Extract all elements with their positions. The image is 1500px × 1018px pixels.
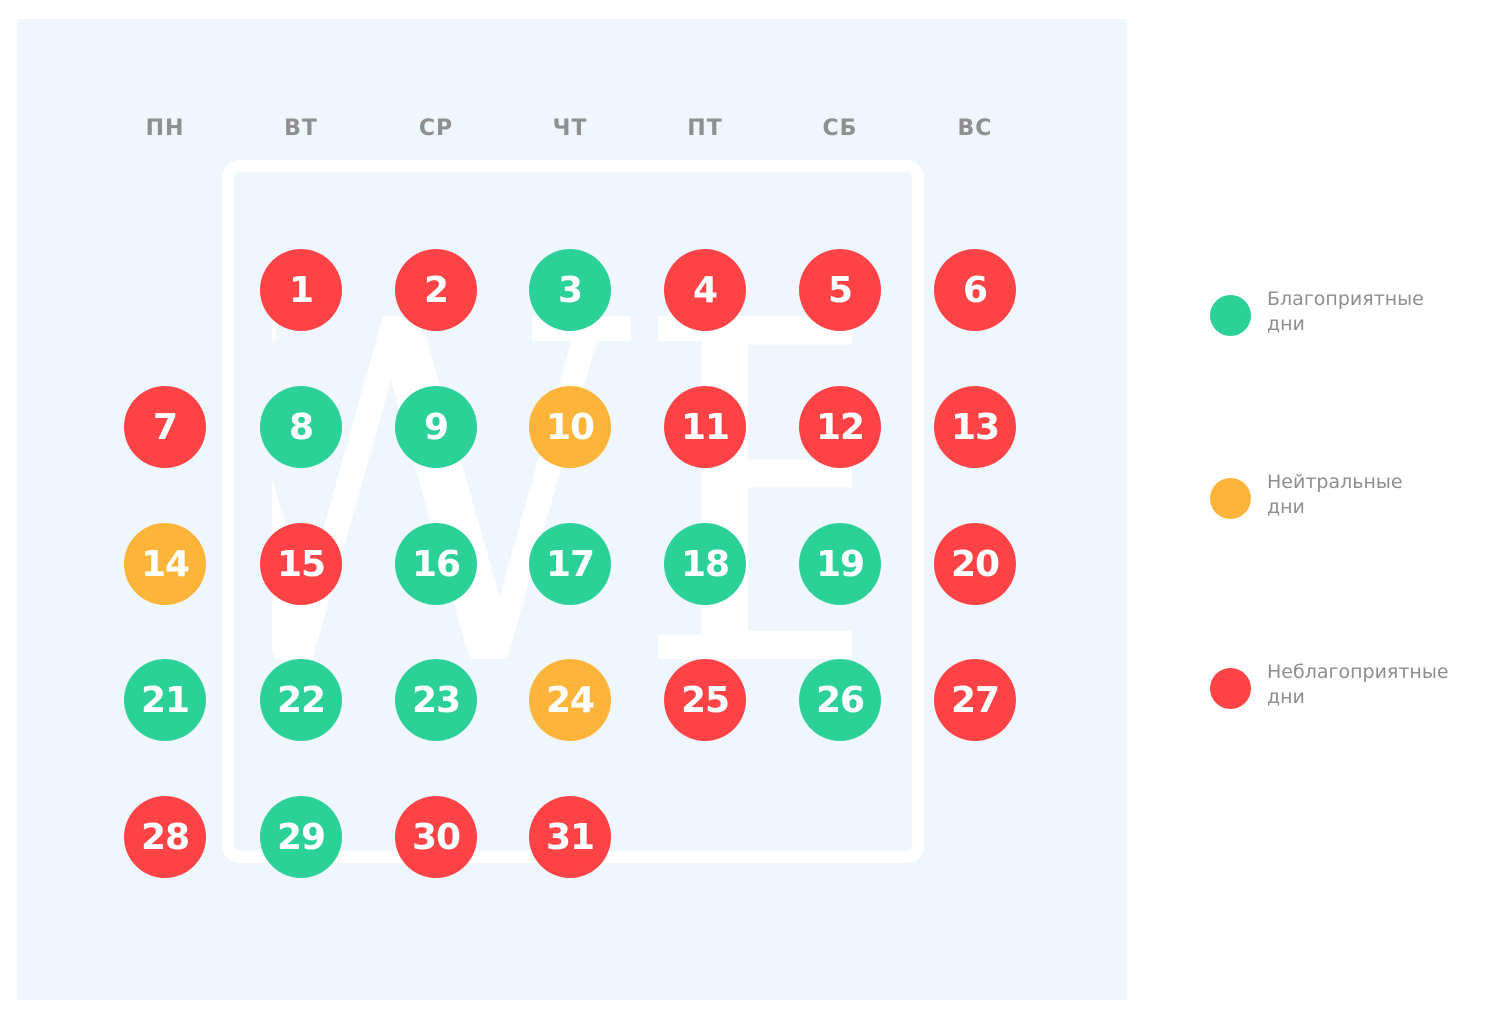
day-circle-unfavorable: 12	[799, 386, 881, 468]
day-circle-favorable: 29	[260, 796, 342, 878]
day-circle-unfavorable: 7	[124, 386, 206, 468]
day-circle-favorable: 3	[529, 249, 611, 331]
day-circle-favorable: 23	[395, 659, 477, 741]
day-circle-unfavorable: 2	[395, 249, 477, 331]
day-circle-neutral: 10	[529, 386, 611, 468]
day-circle-favorable: 19	[799, 523, 881, 605]
weekday-label: ЧТ	[552, 116, 588, 141]
day-circle-favorable: 8	[260, 386, 342, 468]
day-circle-unfavorable: 20	[934, 523, 1016, 605]
weekday-label: ВТ	[284, 116, 318, 141]
legend-label-line1: Нейтральные	[1267, 471, 1403, 493]
legend-label-line1: Неблагоприятные	[1267, 661, 1449, 683]
day-circle-favorable: 18	[664, 523, 746, 605]
weekday-label: СР	[418, 116, 454, 141]
day-circle-unfavorable: 31	[529, 796, 611, 878]
legend-label-line2: дни	[1267, 686, 1305, 708]
legend-label: Благоприятные дни	[1267, 287, 1482, 337]
weekday-label: ПН	[145, 116, 185, 141]
legend-item-favorable: Благоприятные дни	[1210, 288, 1490, 355]
day-circle-unfavorable: 25	[664, 659, 746, 741]
day-circle-unfavorable: 30	[395, 796, 477, 878]
day-circle-unfavorable: 28	[124, 796, 206, 878]
day-circle-favorable: 9	[395, 386, 477, 468]
legend-label: Неблагоприятные дни	[1267, 660, 1482, 710]
day-circle-unfavorable: 15	[260, 523, 342, 605]
day-circle-unfavorable: 6	[934, 249, 1016, 331]
day-circle-neutral: 24	[529, 659, 611, 741]
day-circle-unfavorable: 4	[664, 249, 746, 331]
calendar-panel: WE ПН ВТ СР ЧТ ПТ СБ ВС 1 2 3 4 5 6 7 8 9 10 11 12 13 14 15 1…	[17, 19, 1127, 1000]
legend-label-line1: Благоприятные	[1267, 288, 1424, 310]
weekday-label: СБ	[822, 116, 858, 141]
day-circle-favorable: 22	[260, 659, 342, 741]
day-circle-unfavorable: 1	[260, 249, 342, 331]
legend-label-line2: дни	[1267, 313, 1305, 335]
day-circle-unfavorable: 5	[799, 249, 881, 331]
legend-dot-icon	[1210, 668, 1251, 709]
weekday-label: ПТ	[687, 116, 723, 141]
legend-label-line2: дни	[1267, 496, 1305, 518]
day-circle-favorable: 17	[529, 523, 611, 605]
legend-dot-icon	[1210, 478, 1251, 519]
legend-dot-icon	[1210, 295, 1251, 336]
day-circle-unfavorable: 27	[934, 659, 1016, 741]
day-circle-favorable: 21	[124, 659, 206, 741]
watermark-frame	[222, 160, 924, 863]
legend-label: Нейтральные дни	[1267, 470, 1482, 520]
day-circle-favorable: 26	[799, 659, 881, 741]
day-circle-unfavorable: 11	[664, 386, 746, 468]
day-circle-unfavorable: 13	[934, 386, 1016, 468]
day-circle-favorable: 16	[395, 523, 477, 605]
weekday-label: ВС	[957, 116, 993, 141]
legend-item-neutral: Нейтральные дни	[1210, 471, 1490, 538]
day-circle-neutral: 14	[124, 523, 206, 605]
legend-item-unfavorable: Неблагоприятные дни	[1210, 661, 1490, 728]
